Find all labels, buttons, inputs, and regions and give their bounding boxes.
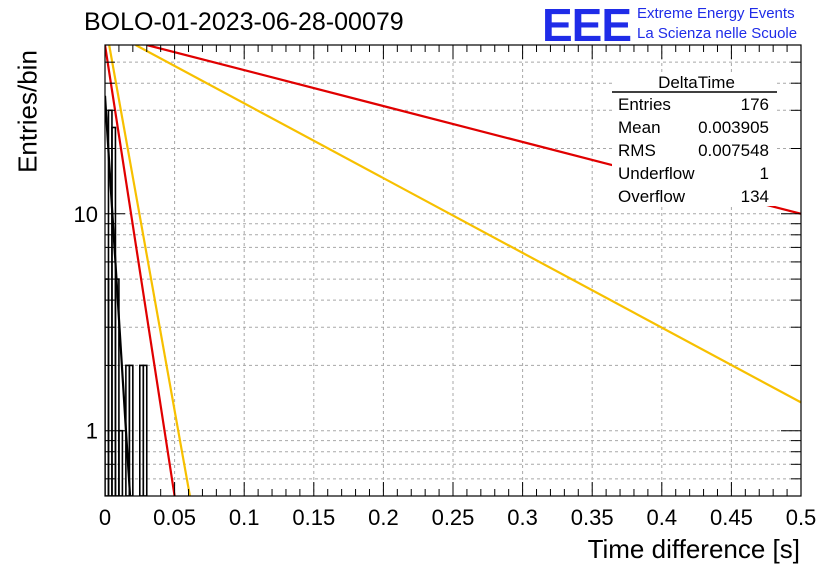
x-tick-label: 0.25: [432, 505, 475, 530]
x-tick-label: 0.45: [710, 505, 753, 530]
x-tick-label: 0.35: [571, 505, 614, 530]
stats-row-label: Mean: [618, 118, 661, 137]
stats-box: DeltaTime Entries 176 Mean 0.003905 RMS 0.0075…: [612, 72, 777, 206]
histogram-bin: [128, 364, 134, 496]
y-tick-label: 10: [74, 202, 98, 227]
stats-row-value: 176: [741, 95, 769, 114]
stats-background: [612, 72, 777, 206]
stats-title: DeltaTime: [658, 73, 735, 92]
chart-title: BOLO-01-2023-06-28-00079: [84, 8, 404, 36]
stats-row-value: 134: [741, 187, 769, 206]
fit-line: [105, 45, 176, 496]
plot-frame: [104, 44, 802, 497]
stats-row-value: 1: [760, 164, 769, 183]
x-tick-label: 0.2: [368, 505, 399, 530]
axis-ticks: [104, 44, 802, 497]
y-tick-label: 1: [86, 419, 98, 444]
stats-row-label: Underflow: [618, 164, 695, 183]
x-tick-label: 0.1: [229, 505, 260, 530]
eee-logo: EEE: [542, 0, 632, 51]
x-tick-label: 0: [99, 505, 111, 530]
stats-row-label: Overflow: [618, 187, 686, 206]
histogram-bin: [142, 364, 148, 496]
x-tick-label: 0.15: [292, 505, 335, 530]
fit-line: [105, 95, 132, 496]
x-tick-label: 0.05: [153, 505, 196, 530]
logo-subtitle-2: La Scienza nelle Scuole: [637, 25, 798, 42]
x-axis-label: Time difference [s]: [587, 534, 800, 564]
x-tick-label: 0.4: [647, 505, 678, 530]
x-tick-label: 0.5: [786, 505, 817, 530]
fit-line: [108, 45, 191, 496]
histogram-bin: [118, 429, 124, 496]
stats-row-value: 0.003905: [698, 118, 769, 137]
stats-row-label: RMS: [618, 141, 656, 160]
stats-row-value: 0.007548: [698, 141, 769, 160]
fit-line: [135, 45, 801, 404]
x-tick-label: 0.3: [507, 505, 538, 530]
logo-subtitle-1: Extreme Energy Events: [637, 5, 795, 22]
tick-labels: 0 0.05 0.1 0.15 0.2 0.25 0.3 0.35 0.4 0.45 0.5 1 10: [74, 202, 817, 530]
stats-row-label: Entries: [618, 95, 671, 114]
